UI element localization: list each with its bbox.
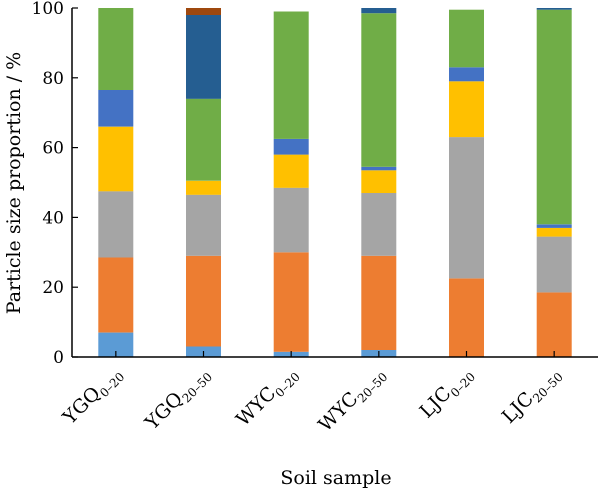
bar-segment-5-3 [449,137,484,279]
y-tick-label: 60 [42,139,64,159]
y-tick-label: 80 [42,69,64,89]
bar-segment-2-3 [186,194,221,256]
bar-segment-1-6 [98,8,134,90]
bar-segment-4-4 [361,170,397,193]
bar-segment-2-4 [186,180,221,195]
bar-segment-4-7 [361,8,397,14]
bar-segment-1-2 [98,257,134,333]
bar-segment-6-7 [536,8,572,10]
x-axis-title: Soil sample [280,467,391,489]
x-tick-label: WYC0–20 [232,362,303,433]
x-tick-label: YGQ20–50 [140,362,215,437]
bars-layer [98,8,572,357]
y-tick-label: 0 [53,348,64,368]
bar-segment-3-3 [273,187,309,253]
bar-segment-6-3 [536,236,572,293]
x-tick-label: LJC0–20 [415,362,478,425]
x-tick-label: LJC20–50 [498,362,566,430]
y-tick-label: 100 [32,0,64,19]
bar-segment-6-4 [536,227,572,237]
y-tick-label: 40 [42,208,64,228]
bar-segment-1-3 [98,191,134,258]
bar-segment-2-6 [186,98,221,181]
bar-segment-2-8 [186,8,221,15]
bar-segment-6-5 [536,224,572,228]
bar-segment-4-6 [361,13,397,167]
bar-segment-5-2 [449,278,484,357]
x-tick-label: WYC20–50 [314,362,390,438]
y-tick-label: 20 [42,278,64,298]
bar-segment-4-2 [361,255,397,350]
bar-segment-2-2 [186,255,221,347]
x-tick-label: YGQ0–20 [58,362,127,431]
bar-segment-5-5 [449,67,484,82]
bar-segment-5-6 [449,9,484,68]
bar-segment-3-4 [273,154,309,188]
bar-segment-5-4 [449,81,484,138]
bar-segment-6-2 [536,292,572,357]
bar-segment-6-6 [536,9,572,225]
bar-segment-3-6 [273,11,309,139]
bar-segment-4-3 [361,193,397,256]
bar-segment-4-5 [361,166,397,171]
bar-segment-1-5 [98,90,134,127]
y-axis-title: Particle size proportion / % [3,52,25,314]
bar-segment-3-5 [273,138,309,155]
bar-segment-3-2 [273,252,309,352]
axes-layer [71,7,598,358]
bar-segment-1-4 [98,126,134,192]
bar-segment-2-7 [186,15,221,99]
